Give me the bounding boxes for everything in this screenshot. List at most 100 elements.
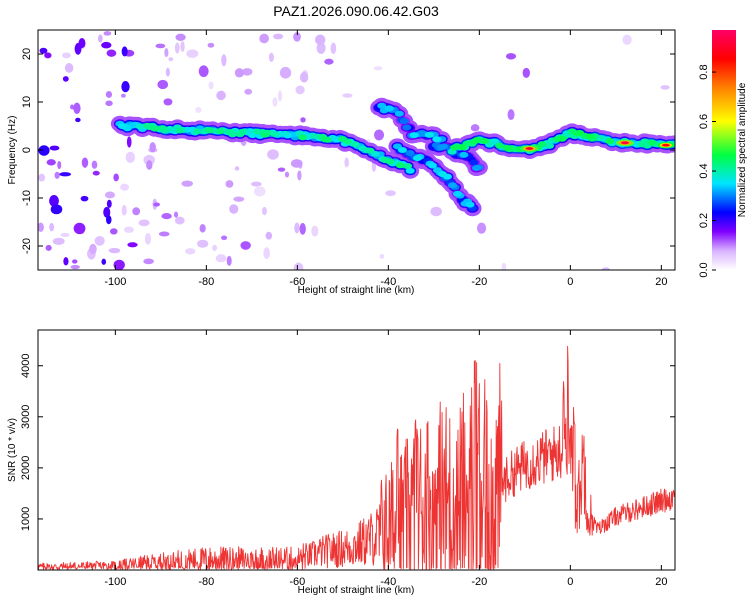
snr-frame	[37, 329, 676, 571]
spectrogram-cell	[263, 247, 271, 260]
spectrogram-cell	[459, 151, 469, 158]
spectrogram-cell	[495, 142, 505, 149]
spectrogram-cell	[315, 34, 326, 45]
spectrogram-cell	[52, 237, 65, 245]
spectrogram-cell	[412, 155, 422, 162]
spectrogram-cell	[259, 33, 269, 44]
spectrogram-cell	[660, 85, 670, 90]
spectrogram-cell	[280, 130, 290, 137]
spectrogram-cell	[320, 136, 330, 143]
spectrogram-cell	[260, 131, 270, 138]
spectrogram-cell	[385, 158, 395, 165]
spectrogram-cell	[270, 131, 280, 138]
spectrogram-cell	[73, 102, 81, 114]
spectrogram-cell	[49, 145, 60, 151]
spectrogram-cell	[299, 223, 306, 235]
spectrogram-x-tick-label: -100	[104, 276, 126, 288]
spectrogram-cell	[175, 127, 185, 134]
snr-x-axis-label: Height of straight line (km)	[298, 585, 415, 596]
spectrogram-x-tick-label: -40	[380, 276, 396, 288]
spectrogram-cell	[199, 224, 206, 233]
spectrogram-cell	[403, 162, 413, 169]
spectrogram-cell	[293, 32, 301, 42]
spectrogram-cell	[164, 47, 169, 58]
snr-y-tick-label: 4000	[20, 354, 32, 378]
spectrogram-cell	[457, 144, 467, 151]
spectrogram-cell	[265, 231, 273, 240]
spectrogram-cell	[330, 42, 337, 55]
spectrogram-cell	[394, 110, 404, 117]
spectrogram-cell	[233, 196, 245, 202]
colorbar-tick-label: 0.8	[698, 64, 710, 79]
spectrogram-cell	[143, 258, 154, 265]
spectrogram-cell	[207, 42, 215, 48]
spectrogram-cell	[108, 247, 121, 254]
spectrogram-x-ticks: -100 -80 -60 -40 -20 0 20	[104, 30, 667, 288]
spectrogram-cell	[480, 137, 490, 144]
spectrogram-cell	[101, 258, 107, 265]
spectrogram-cell	[476, 222, 487, 234]
spectrogram-cell	[502, 145, 512, 152]
spectrogram-cell	[132, 207, 141, 216]
spectrogram-cell	[448, 182, 458, 189]
spectrogram-cell	[113, 173, 119, 182]
spectrogram-cell	[175, 33, 186, 41]
spectrogram-cell	[198, 65, 209, 78]
spectrogram-y-tick-label: -20	[21, 238, 33, 254]
spectrogram-cell	[180, 41, 185, 52]
snr-y-tick-label: 2000	[20, 456, 32, 480]
spectrogram-cell	[311, 225, 319, 237]
spectrogram-cell	[373, 129, 385, 141]
spectrogram-cell	[138, 219, 150, 227]
spectrogram-x-tick-label: -80	[198, 276, 214, 288]
spectrogram-y-ticks: -20 -10 0 10 20	[21, 48, 675, 254]
spectrogram-cell	[365, 147, 375, 154]
snr-x-tick-label: -80	[198, 576, 214, 588]
spectrogram-cell	[399, 118, 409, 125]
spectrogram-cell	[471, 165, 481, 172]
spectrogram-cell	[80, 195, 89, 202]
spectrogram-cell	[298, 134, 308, 141]
spectrogram-cell	[46, 159, 56, 166]
spectrogram-cell	[240, 241, 251, 250]
spectrogram-cell	[208, 81, 214, 90]
spectrogram-cell	[637, 141, 647, 148]
snr-x-tick-label: 20	[655, 576, 667, 588]
spectrogram-cell	[120, 183, 129, 191]
spectrogram-cell	[63, 257, 69, 266]
spectrogram-cell	[299, 71, 309, 83]
snr-y-ticks: 1000 2000 3000 4000	[20, 354, 675, 531]
spectrogram-cell	[38, 222, 44, 233]
spectrogram-x-tick-label: 0	[567, 276, 573, 288]
spectrogram-cell	[105, 100, 113, 107]
spectrogram-cell	[54, 171, 60, 179]
spectrogram-x-tick-label: -60	[289, 276, 305, 288]
snr-x-ticks: -100 -80 -60 -40 -20 0 20	[104, 330, 667, 588]
spectrogram-cell	[350, 141, 360, 148]
spectrogram-cell	[277, 167, 286, 172]
spectrogram-cell	[279, 66, 292, 79]
spectrogram-cell	[342, 93, 353, 98]
spectrogram-cell	[402, 124, 412, 131]
spectrogram-cell	[81, 157, 89, 168]
snr-y-axis-label: SNR (10 * v/v)	[7, 418, 18, 482]
snr-x-tick-label: -20	[471, 576, 487, 588]
spectrogram-cell	[432, 136, 442, 143]
spectrogram-cell	[409, 132, 419, 139]
snr-line	[38, 345, 675, 570]
spectrogram-cell	[436, 144, 446, 151]
spectrogram-cell	[89, 243, 97, 255]
colorbar-gradient	[712, 30, 736, 270]
spectrogram-cell	[226, 255, 232, 266]
spectrogram-x-axis-label: Height of straight line (km)	[298, 285, 415, 296]
spectrogram-cell	[290, 159, 303, 168]
spectrogram-cell	[453, 190, 463, 197]
spectrogram-cell	[92, 170, 100, 176]
spectrogram-cell	[101, 41, 112, 49]
spectrogram-cell	[405, 167, 415, 174]
spectrogram-cell	[605, 138, 615, 145]
spectrogram-cell	[338, 135, 348, 142]
colorbar-label: Normalized spectral amplitude	[737, 82, 748, 217]
spectrogram-cell	[39, 47, 48, 54]
